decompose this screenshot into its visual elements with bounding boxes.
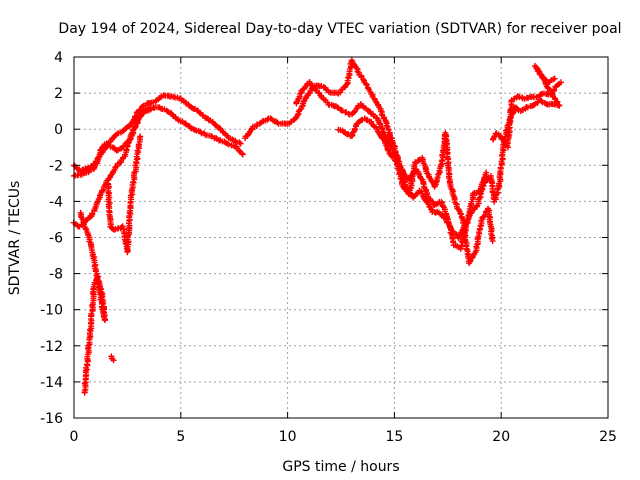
data-point xyxy=(81,389,88,396)
data-point xyxy=(274,119,281,126)
data-point xyxy=(292,115,299,122)
data-point xyxy=(136,114,143,121)
data-point xyxy=(125,140,132,147)
data-point xyxy=(353,65,360,72)
y-tick-label: -8 xyxy=(49,267,63,283)
data-point xyxy=(374,128,381,135)
y-axis-label: SDTVAR / TECUs xyxy=(7,181,23,296)
chart-title: Day 194 of 2024, Sidereal Day-to-day VTE… xyxy=(58,21,621,37)
data-point xyxy=(558,79,565,86)
data-point xyxy=(100,303,107,310)
data-point xyxy=(483,169,490,176)
data-point xyxy=(431,182,438,189)
data-point xyxy=(123,146,130,153)
data-point xyxy=(372,98,379,105)
data-point xyxy=(119,223,126,230)
data-point xyxy=(388,152,395,159)
data-point xyxy=(401,185,408,192)
data-point xyxy=(556,102,563,109)
data-point xyxy=(147,106,154,113)
data-point xyxy=(354,68,361,75)
data-point xyxy=(428,206,435,213)
data-point xyxy=(497,164,504,171)
y-tick-label: -6 xyxy=(49,231,63,247)
x-tick-label: 15 xyxy=(385,429,403,445)
data-point xyxy=(551,75,558,82)
data-point xyxy=(298,103,305,110)
data-point xyxy=(477,191,484,198)
data-point xyxy=(489,238,496,245)
data-point xyxy=(96,192,103,199)
data-point xyxy=(445,219,452,226)
data-point xyxy=(83,366,90,373)
axis-ticks: 0 5 10 15 20 25 -16 -14 -12 -10 -8 -6 -4 -2 0 2 4 xyxy=(40,50,617,445)
data-point xyxy=(131,169,138,176)
data-point xyxy=(196,109,203,116)
y-tick-label: -4 xyxy=(49,194,63,210)
data-point xyxy=(468,255,475,262)
data-points xyxy=(70,57,565,396)
data-point xyxy=(236,139,243,146)
y-tick-label: 2 xyxy=(54,86,63,102)
y-tick-label: -10 xyxy=(40,303,63,319)
data-point xyxy=(308,82,315,89)
data-point xyxy=(385,126,392,133)
x-axis-label: GPS time / hours xyxy=(282,459,399,475)
data-point xyxy=(537,70,544,77)
data-point xyxy=(424,170,431,177)
y-tick-label: -14 xyxy=(40,375,63,391)
data-point xyxy=(383,122,390,129)
data-point xyxy=(457,210,464,217)
data-point xyxy=(378,108,385,115)
data-point xyxy=(127,192,134,199)
data-point xyxy=(362,80,369,87)
x-tick-label: 5 xyxy=(176,429,185,445)
y-tick-label: -16 xyxy=(40,411,63,427)
x-tick-label: 20 xyxy=(492,429,510,445)
data-point xyxy=(137,133,144,140)
x-tick-label: 0 xyxy=(70,429,79,445)
data-point xyxy=(453,200,460,207)
x-tick-label: 25 xyxy=(599,429,617,445)
data-point xyxy=(438,198,445,205)
data-point xyxy=(187,124,194,131)
data-point xyxy=(239,150,246,157)
data-point xyxy=(410,169,417,176)
data-point xyxy=(131,124,138,131)
data-point xyxy=(110,357,117,364)
data-point xyxy=(397,175,404,182)
y-tick-label: -12 xyxy=(40,339,63,355)
y-tick-label: 4 xyxy=(54,50,63,66)
data-point xyxy=(542,76,549,83)
data-point xyxy=(99,144,106,151)
x-tick-label: 10 xyxy=(279,429,297,445)
data-point xyxy=(237,140,244,147)
y-tick-label: 0 xyxy=(54,122,63,138)
data-point xyxy=(439,203,446,210)
data-point xyxy=(407,185,414,192)
data-point xyxy=(239,151,246,158)
y-tick-label: -2 xyxy=(49,158,63,174)
data-point xyxy=(89,307,96,314)
data-point xyxy=(368,90,375,97)
